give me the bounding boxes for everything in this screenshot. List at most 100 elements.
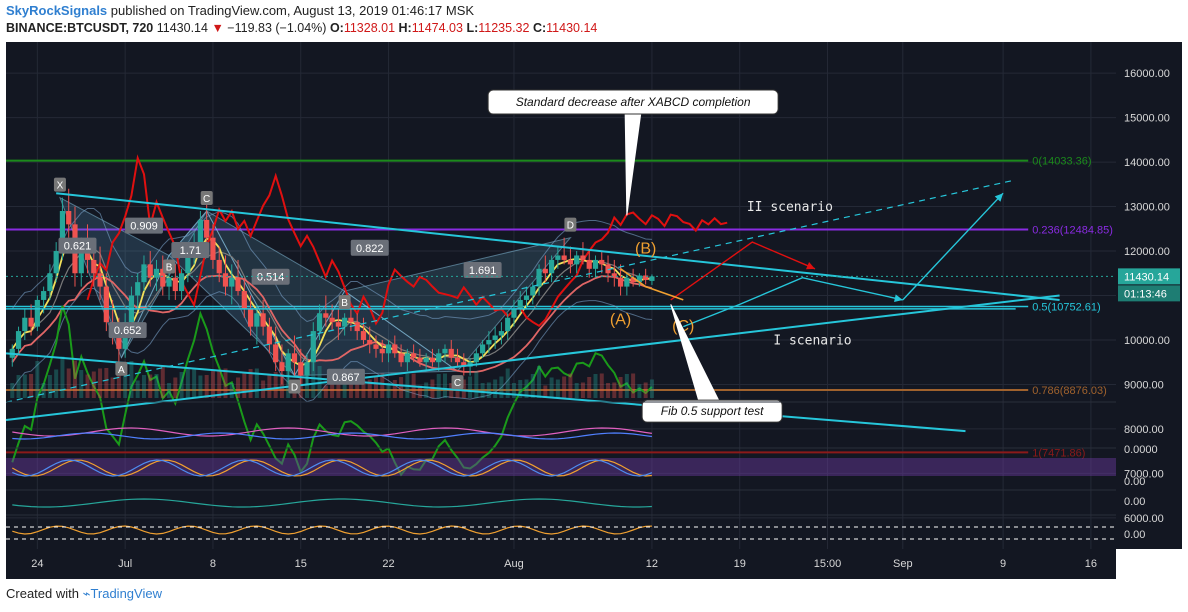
brand-name[interactable]: SkyRockSignals	[6, 3, 108, 18]
volume-bar	[229, 383, 234, 398]
candle-body	[135, 282, 141, 296]
candle-body	[398, 353, 404, 363]
fib-levels: 0(14033.36) 0.236(12484.85) 0.5(10752.61) 0…	[6, 156, 1113, 459]
time-tick-label: Jul	[118, 558, 132, 570]
volume-bar	[305, 374, 310, 398]
candle-body	[222, 273, 229, 287]
ratio-label: 0.867	[332, 372, 360, 384]
candle-body	[185, 255, 191, 274]
volume-bar	[518, 380, 523, 398]
grid	[6, 42, 1116, 549]
ratio-label: 1.71	[180, 245, 201, 257]
volume-bar	[85, 374, 90, 398]
volume-bar	[593, 374, 598, 398]
fib-level-label: 0.236(12484.85)	[1032, 224, 1113, 236]
trend-lines	[5, 179, 1060, 433]
volume-bar	[154, 374, 159, 398]
indicator-panes: 0.0000 0.00 0.00 0.00	[6, 401, 1158, 541]
pattern-point-box	[338, 295, 351, 310]
price-tick-label: 6000.00	[1124, 513, 1164, 525]
axes: 16000.00 15000.00 14000.00 13000.00 12000.00…	[6, 68, 1180, 570]
ratio-label: 0.514	[257, 272, 285, 284]
candle-body	[254, 313, 260, 327]
volume-bar	[192, 368, 197, 398]
candle-body	[298, 362, 304, 376]
indicator-axis-label: 0.00	[1124, 476, 1145, 488]
scenario-one-arrow	[683, 276, 903, 328]
volume-bar	[29, 374, 34, 398]
volume-bar	[210, 369, 215, 398]
volume-bar	[129, 361, 134, 398]
candle-body	[235, 277, 241, 292]
volume-bar	[399, 377, 404, 398]
candle-body	[649, 276, 655, 281]
volume-bar	[204, 375, 209, 398]
volume-bar	[624, 374, 629, 398]
tradingview-link[interactable]: TradingView	[90, 586, 162, 601]
created-with-label: Created with	[6, 586, 79, 601]
price-tick-label: 10000.00	[1124, 335, 1170, 347]
pattern-point-label: C	[454, 378, 461, 389]
candle-body	[147, 264, 153, 278]
close-label: C:	[532, 21, 547, 35]
ratio-box	[171, 242, 210, 259]
volume-bar	[530, 374, 535, 398]
pattern-point-box	[53, 177, 66, 192]
scenario-label: II scenario	[747, 200, 833, 215]
candle-body	[91, 259, 97, 274]
countdown-badge	[1118, 285, 1180, 302]
publish-info: published on TradingView.com, August 13,…	[110, 3, 475, 18]
volume-bar	[123, 364, 128, 398]
ratio-label: 0.822	[356, 243, 384, 255]
volume-bar	[436, 374, 441, 398]
candle-body	[492, 335, 498, 340]
candle-body	[611, 273, 617, 278]
volume-bar	[380, 373, 385, 398]
candle-body	[241, 291, 247, 309]
price-tick-label: 12000.00	[1124, 246, 1170, 258]
candle-body	[178, 273, 185, 292]
candle-body	[511, 308, 517, 318]
volume-bar	[417, 385, 422, 398]
volume-bar	[167, 383, 172, 398]
stoch-band	[6, 458, 1116, 476]
rising-support-line	[5, 294, 1060, 422]
candle-body	[567, 259, 574, 265]
candle-body	[291, 353, 298, 363]
volume-bar	[424, 382, 429, 398]
volume-bar	[449, 383, 454, 398]
volume-bar	[330, 382, 335, 398]
candle-body	[592, 259, 599, 269]
volume-bar	[41, 383, 46, 398]
price-tick-label: 16000.00	[1124, 68, 1170, 80]
annotation-text: Fib 0.5 support test	[661, 404, 764, 418]
candle-body	[153, 268, 160, 278]
candle-body	[436, 353, 442, 363]
symbol-label: BINANCE:BTCUSDT, 720	[6, 21, 154, 35]
candle-body	[354, 322, 360, 332]
volume-bar	[468, 376, 473, 398]
pane-line-magenta	[12, 427, 652, 437]
volume-bar	[35, 361, 40, 398]
volume-bar	[10, 383, 15, 398]
candle-body	[279, 362, 285, 372]
time-tick-label: 9	[1000, 558, 1006, 570]
candle-body	[22, 317, 28, 332]
volume-bar	[549, 377, 554, 398]
volume-bar	[66, 368, 71, 398]
candle-body	[260, 313, 266, 327]
volume-bar	[524, 379, 529, 398]
volume-bar	[267, 375, 272, 398]
volume-bar	[361, 380, 366, 398]
dashed-channel-line	[5, 179, 1016, 403]
low-label: L:	[466, 21, 479, 35]
volume-bar	[47, 375, 52, 398]
candle-body	[229, 277, 235, 287]
bollinger-upper-line	[11, 208, 652, 323]
volume-bar	[91, 371, 96, 398]
volume-bar	[606, 383, 611, 398]
tradingview-logo-icon[interactable]: ⌁	[82, 586, 91, 601]
bollinger-mid-line	[11, 247, 652, 363]
ratio-box	[124, 217, 163, 234]
